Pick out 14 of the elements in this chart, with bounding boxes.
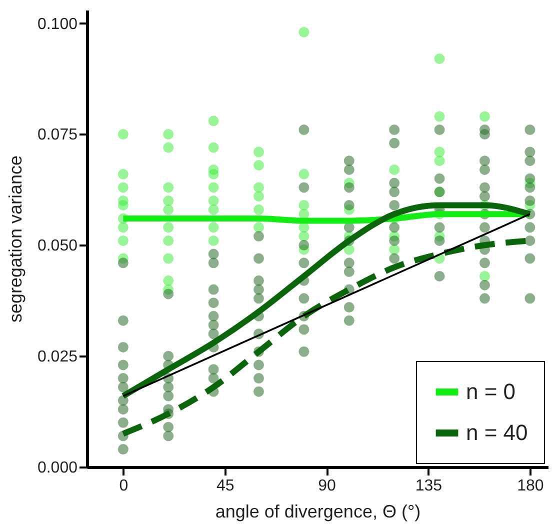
x-tick-label: 135 [415,478,442,494]
y-tick-label: 0.100 [37,16,78,33]
legend-label: n = 0 [466,379,516,404]
x-tick-label: 45 [216,478,234,494]
x-tick-label: 90 [318,478,336,494]
y-axis-title: segregation variance [5,155,26,323]
y-tick-label: 0.075 [37,126,78,144]
y-tick-label: 0.000 [37,460,78,476]
y-tick-label: 0.050 [37,238,78,255]
x-axis-title: angle of divergence, Θ (°) [215,502,421,522]
legend-label: n = 40 [466,420,528,445]
x-tick-label: 0 [119,478,128,494]
y-tick-label: 0.025 [37,348,78,366]
x-tick-label: 180 [517,478,544,494]
